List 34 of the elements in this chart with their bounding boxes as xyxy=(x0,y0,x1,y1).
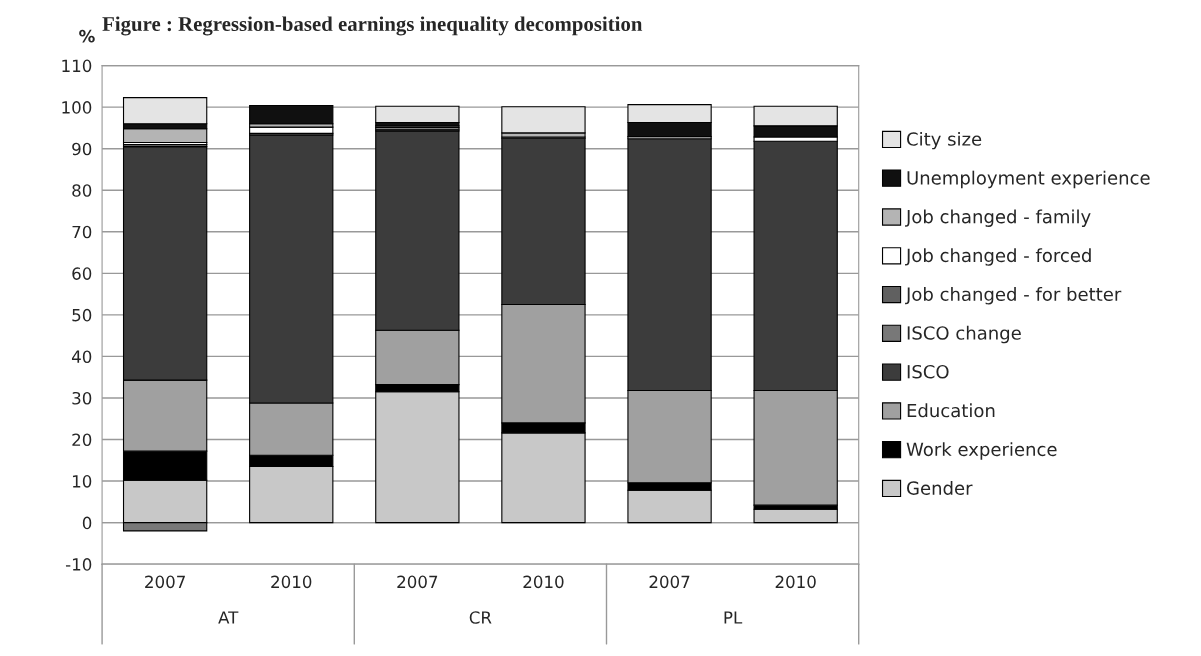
y-tick-label: 40 xyxy=(71,350,92,363)
y-tick-label: 20 xyxy=(72,433,92,447)
y-tick-label: 80 xyxy=(72,184,92,197)
y-tick-label: 30 xyxy=(72,391,92,405)
y-axis-title: % xyxy=(79,29,95,43)
y-tick-label: -10 xyxy=(65,558,92,571)
legend-label: ISCO xyxy=(907,364,949,379)
legend-label: Work experience xyxy=(906,442,1057,460)
y-tick-label: 60 xyxy=(72,267,92,280)
y-tick-label: 110 xyxy=(62,59,92,73)
legend-label: Job changed - forced xyxy=(905,248,1091,266)
y-tick-label: 50 xyxy=(72,308,92,322)
x-tick-label: 2010 xyxy=(271,575,312,589)
y-tick-label: 90 xyxy=(72,142,92,156)
y-tick-label: 0 xyxy=(82,516,92,530)
x-tick-label: 2010 xyxy=(775,575,816,589)
chart-title: Figure : Regression-based earnings inequality decomposition xyxy=(102,16,643,36)
y-tick-label: 10 xyxy=(72,475,92,488)
legend-label: Job changed - for better xyxy=(905,287,1122,305)
y-tick-label: 100 xyxy=(62,101,92,114)
legend-label: City size xyxy=(907,131,982,150)
y-tick-label: 70 xyxy=(72,225,92,239)
x-tick-label: 2007 xyxy=(145,575,185,589)
x-tick-label: 2007 xyxy=(397,575,438,589)
text: AT xyxy=(218,611,239,624)
legend-label: Job changed - family xyxy=(905,209,1091,227)
text: PL xyxy=(724,611,743,624)
legend-label: Gender xyxy=(907,480,973,495)
legend-label: Education xyxy=(907,403,995,418)
legend-label: ISCO change xyxy=(907,325,1021,344)
x-tick-label: 2007 xyxy=(649,575,690,589)
text: CR xyxy=(469,611,492,624)
x-tick-label: 2010 xyxy=(523,575,564,589)
legend-label: Unemployment experience xyxy=(907,170,1150,189)
